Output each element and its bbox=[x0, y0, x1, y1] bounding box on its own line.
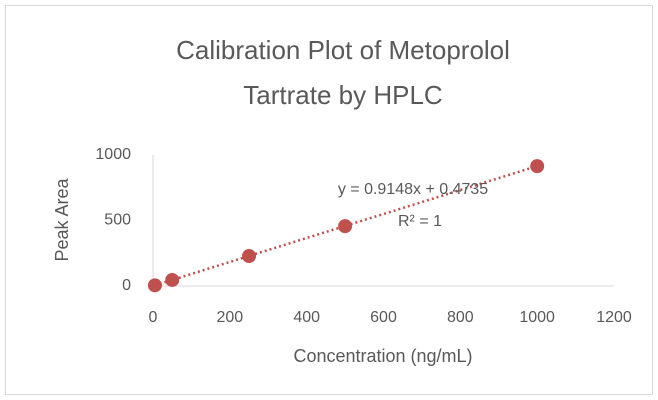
data-point bbox=[530, 159, 545, 174]
x-tick-label: 0 bbox=[149, 309, 158, 326]
y-axis-title: Peak Area bbox=[52, 177, 72, 261]
x-tick-label: 200 bbox=[216, 309, 243, 326]
trendline-equation: y = 0.9148x + 0.4735 bbox=[338, 181, 488, 198]
trendline-r-squared: R² = 1 bbox=[398, 213, 442, 230]
x-tick-label: 1200 bbox=[596, 309, 632, 326]
data-point bbox=[338, 219, 353, 234]
x-tick-label: 1000 bbox=[519, 309, 555, 326]
chart-title: Tartrate by HPLC bbox=[243, 80, 442, 110]
x-tick-label: 800 bbox=[447, 309, 474, 326]
chart-frame bbox=[5, 5, 653, 395]
y-tick-label: 0 bbox=[122, 277, 131, 294]
x-tick-label: 600 bbox=[370, 309, 397, 326]
y-tick-label: 1000 bbox=[95, 146, 131, 163]
x-tick-label: 400 bbox=[293, 309, 320, 326]
data-point bbox=[147, 278, 162, 293]
data-point bbox=[165, 272, 180, 287]
data-point bbox=[242, 249, 257, 264]
chart-title: Calibration Plot of Metoprolol bbox=[176, 35, 510, 65]
x-axis-title: Concentration (ng/mL) bbox=[293, 346, 472, 366]
y-tick-label: 500 bbox=[104, 212, 131, 229]
